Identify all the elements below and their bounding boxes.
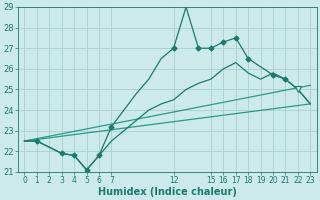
X-axis label: Humidex (Indice chaleur): Humidex (Indice chaleur) <box>98 187 237 197</box>
